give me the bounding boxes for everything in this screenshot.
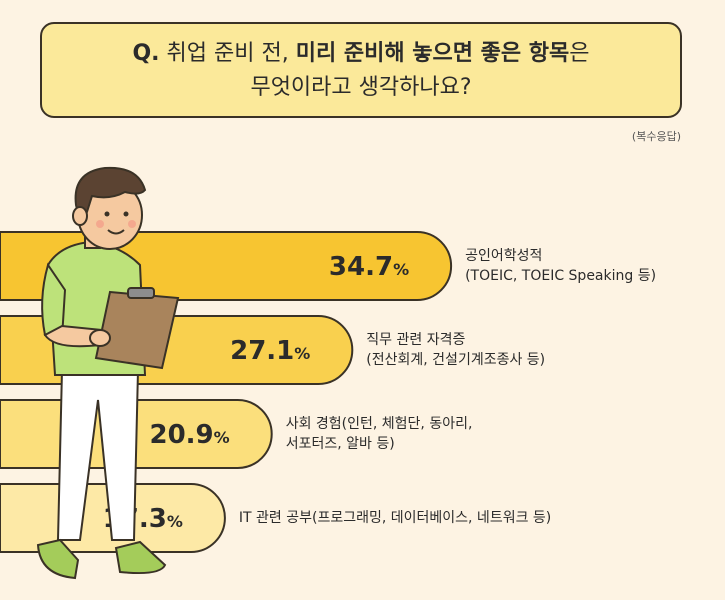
- category-label-1-line-2: (TOEIC, TOEIC Speaking 등): [465, 268, 657, 284]
- category-label-1-line-1: 공인어학성적: [465, 248, 543, 264]
- question-text-b: 은: [569, 41, 590, 66]
- question-line-1: Q. 취업 준비 전, 미리 준비해 놓으면 좋은 항목은: [42, 37, 680, 71]
- question-prefix: Q.: [132, 41, 160, 66]
- character-illustration: [36, 166, 180, 580]
- value-label-2: 27.1%: [230, 336, 310, 366]
- multiple-response-note: (복수응답): [631, 130, 681, 143]
- question-box: Q. 취업 준비 전, 미리 준비해 놓으면 좋은 항목은 무엇이라고 생각하나…: [40, 22, 682, 118]
- value-label-3: 20.9%: [150, 420, 230, 450]
- question-line-2: 무엇이라고 생각하나요?: [250, 75, 472, 100]
- value-label-1: 34.7%: [329, 252, 409, 282]
- category-label-3-line-2: 서포터즈, 알바 등): [285, 436, 395, 452]
- category-label-4-line-1: IT 관련 공부(프로그래밍, 데이터베이스, 네트워크 등): [238, 510, 552, 526]
- category-label-1: 공인어학성적 (TOEIC, TOEIC Speaking 등): [465, 246, 656, 286]
- category-label-2-line-1: 직무 관련 자격증: [366, 332, 466, 348]
- category-label-2: 직무 관련 자격증 (전산회계, 건설기계조종사 등): [366, 330, 545, 370]
- question-highlight: 미리 준비해 놓으면 좋은 항목: [295, 41, 570, 66]
- category-label-3: 사회 경험(인턴, 체험단, 동아리, 서포터즈, 알바 등): [286, 414, 473, 454]
- category-label-3-line-1: 사회 경험(인턴, 체험단, 동아리,: [285, 416, 473, 432]
- category-label-2-line-2: (전산회계, 건설기계조종사 등): [366, 352, 546, 368]
- question-text-a: 취업 준비 전,: [166, 41, 296, 66]
- category-label-4: IT 관련 공부(프로그래밍, 데이터베이스, 네트워크 등): [239, 508, 551, 528]
